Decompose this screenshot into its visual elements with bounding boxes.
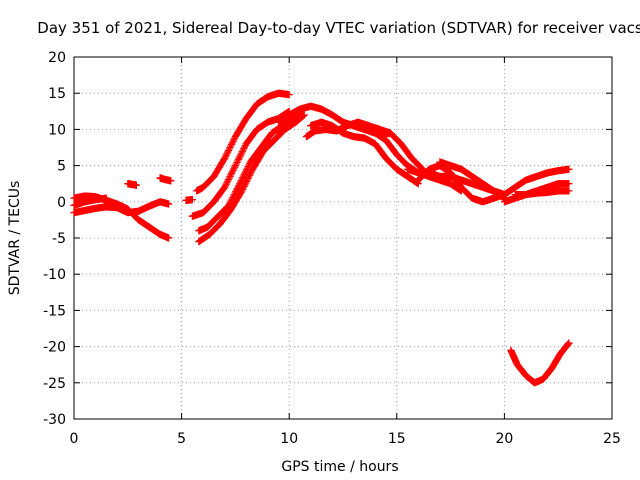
- data-point: [188, 196, 196, 204]
- y-tick-label: 15: [48, 86, 66, 102]
- y-tick-label: -10: [43, 267, 66, 283]
- y-tick-label: -5: [52, 231, 66, 247]
- y-tick-label: 20: [48, 50, 66, 66]
- y-tick-label: -20: [43, 340, 66, 356]
- x-tick-label: 25: [603, 431, 621, 447]
- series-arc-4: [124, 180, 141, 189]
- series-arc-21: [507, 339, 573, 387]
- y-tick-label: -30: [43, 412, 66, 428]
- x-tick-label: 5: [177, 431, 186, 447]
- y-tick-label: 0: [57, 195, 66, 211]
- chart-title: Day 351 of 2021, Sidereal Day-to-day VTE…: [37, 19, 640, 37]
- series-arc-7: [193, 89, 293, 195]
- data-point: [132, 181, 141, 189]
- data-point: [165, 200, 173, 208]
- y-tick-label: -15: [43, 303, 66, 319]
- x-tick-label: 0: [70, 431, 79, 447]
- series-arc-13: [307, 118, 422, 188]
- data-layer: [70, 89, 573, 387]
- y-tick-label: -25: [43, 376, 66, 392]
- data-point: [565, 165, 573, 173]
- data-point: [300, 111, 308, 119]
- data-point: [167, 177, 175, 185]
- data-point: [165, 234, 173, 242]
- y-tick-label: 5: [57, 159, 66, 175]
- series-arc-9: [195, 107, 304, 235]
- series-arc-5: [156, 174, 175, 185]
- y-tick-label: 10: [48, 122, 66, 138]
- series-arc-8: [188, 107, 293, 220]
- y-axis-title: SDTVAR / TECUs: [7, 181, 23, 296]
- data-point: [102, 194, 110, 202]
- x-tick-label: 10: [280, 431, 298, 447]
- data-point: [564, 340, 572, 348]
- x-tick-label: 20: [495, 431, 513, 447]
- data-point: [285, 91, 293, 99]
- x-tick-label: 15: [388, 431, 406, 447]
- series-arc-6: [182, 196, 196, 204]
- data-point: [565, 180, 573, 188]
- series-arc-2: [70, 198, 173, 217]
- series-arc-3: [70, 194, 110, 210]
- grid-layer: [74, 57, 612, 419]
- series-arc-14: [350, 122, 465, 195]
- series-arc-18: [490, 165, 573, 202]
- series-arc-20: [511, 187, 573, 199]
- data-point: [565, 187, 573, 195]
- data-point: [565, 339, 573, 347]
- tick-layer: 0 5 10 15 20 25 -30 -25 -20 -15 -10 -5 0 5 10 15 20: [43, 50, 621, 447]
- x-axis-title: GPS time / hours: [281, 459, 398, 475]
- series-arc-10: [195, 111, 308, 246]
